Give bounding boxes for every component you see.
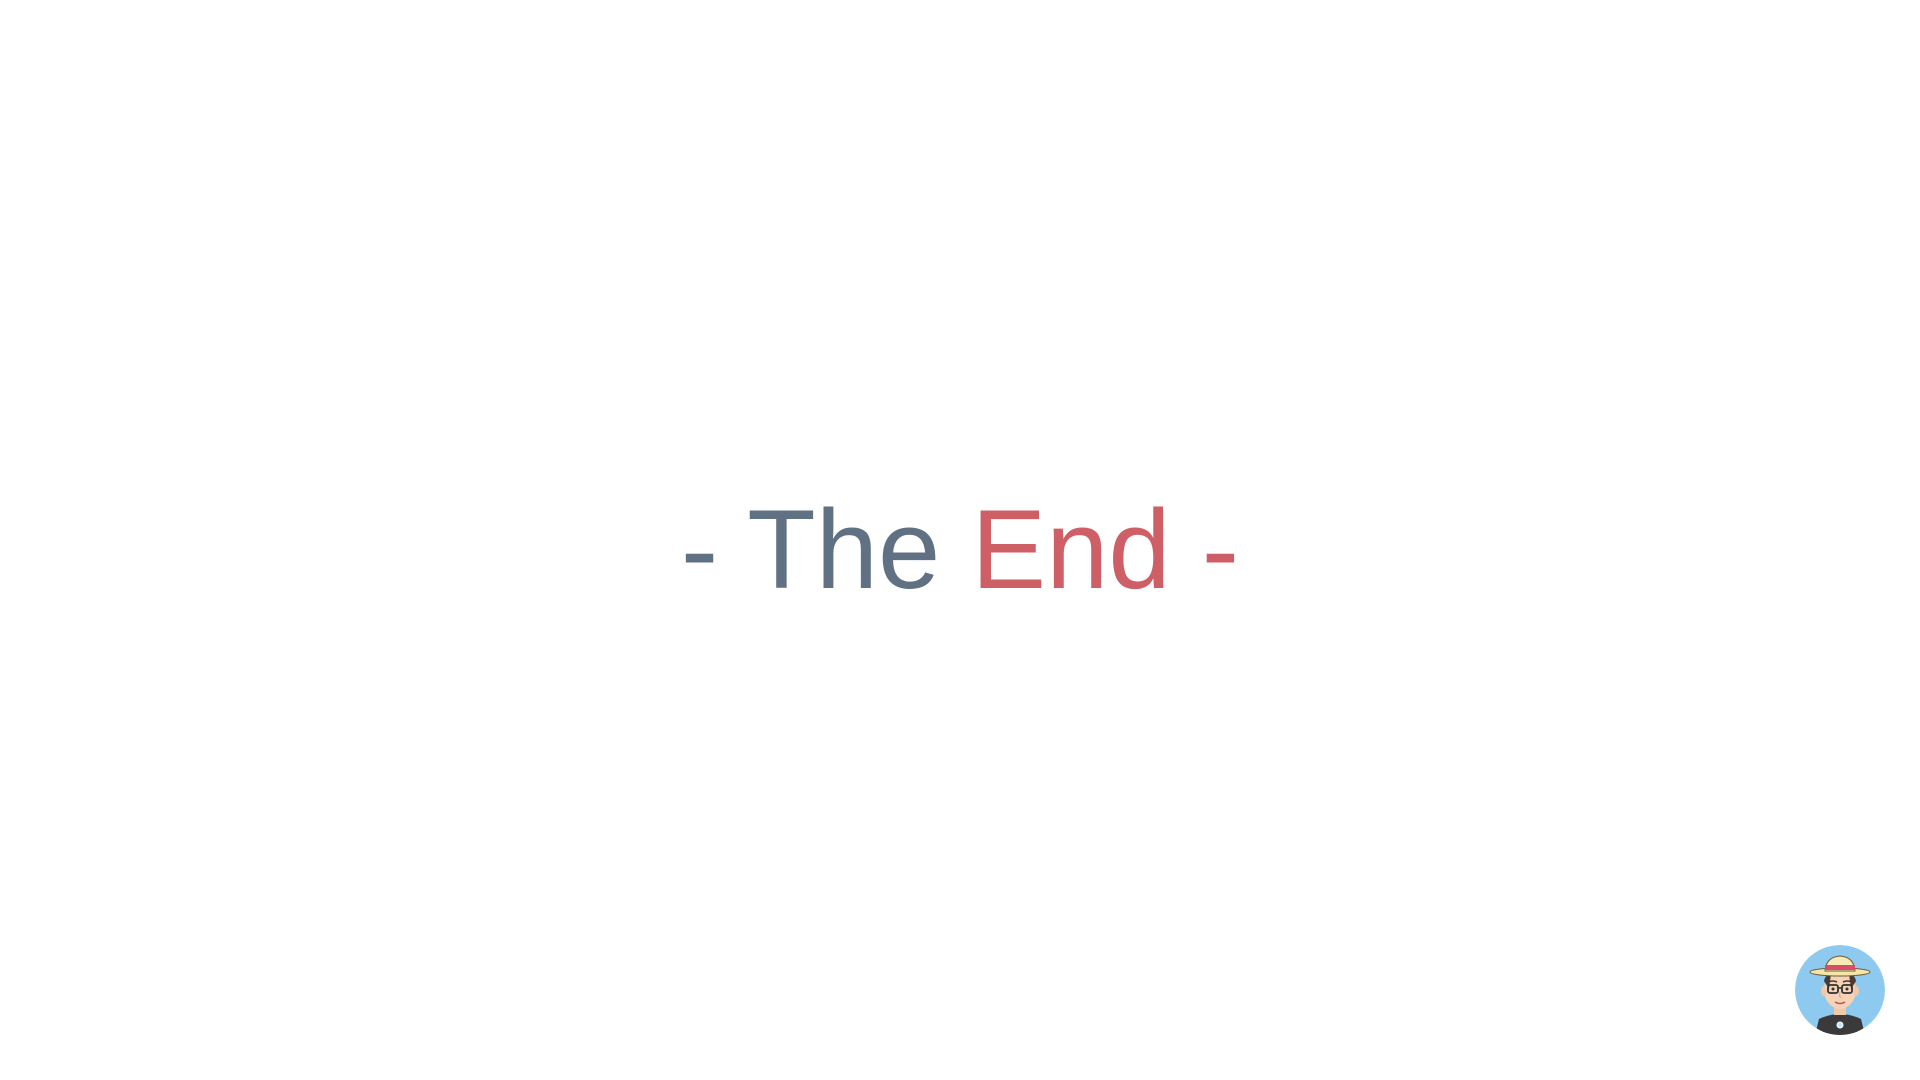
end-title-accent: End -	[971, 487, 1240, 612]
end-title-prefix: - The	[680, 487, 972, 612]
end-title: - The End -	[0, 490, 1920, 610]
avatar-icon	[1795, 945, 1885, 1035]
avatar-svg	[1795, 945, 1885, 1035]
